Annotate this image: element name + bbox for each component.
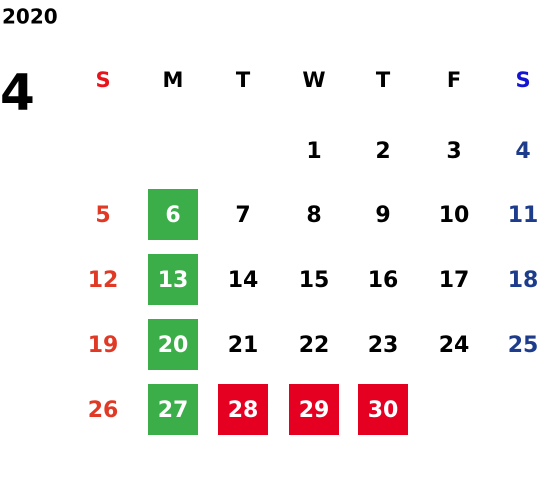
day: 5 <box>95 203 110 228</box>
day: 28 <box>228 398 259 423</box>
day-highlight <box>289 384 339 435</box>
year: 2020 <box>2 5 58 29</box>
day: 10 <box>439 203 470 228</box>
month: 4 <box>0 64 35 122</box>
day: 3 <box>446 139 461 164</box>
weekday-label: T <box>376 68 391 92</box>
day-highlight <box>148 384 198 435</box>
day: 25 <box>508 333 539 358</box>
day: 8 <box>306 203 321 228</box>
day: 12 <box>88 268 119 293</box>
weekday-label: W <box>302 68 325 92</box>
day: 29 <box>299 398 330 423</box>
day: 21 <box>228 333 259 358</box>
weekday-label: M <box>163 68 184 92</box>
weekday-label: S <box>95 68 110 92</box>
day: 9 <box>375 203 390 228</box>
weekday-label: S <box>515 68 530 92</box>
day-highlight <box>218 384 268 435</box>
weekday-label: T <box>236 68 251 92</box>
day: 30 <box>368 398 399 423</box>
day: 18 <box>508 268 539 293</box>
day: 17 <box>439 268 470 293</box>
day: 20 <box>158 333 189 358</box>
day: 24 <box>439 333 470 358</box>
day: 6 <box>165 203 180 228</box>
day: 22 <box>299 333 330 358</box>
day: 2 <box>375 139 390 164</box>
day: 27 <box>158 398 189 423</box>
day-highlight <box>148 189 198 240</box>
day: 16 <box>368 268 399 293</box>
day: 26 <box>88 398 119 423</box>
day-highlight <box>358 384 408 435</box>
day: 23 <box>368 333 399 358</box>
day: 11 <box>508 203 539 228</box>
day: 15 <box>299 268 330 293</box>
day: 7 <box>235 203 250 228</box>
day: 14 <box>228 268 259 293</box>
day: 19 <box>88 333 119 358</box>
day: 13 <box>158 268 189 293</box>
weekday-label: F <box>447 68 461 92</box>
day-highlight <box>148 319 198 370</box>
day: 4 <box>515 139 530 164</box>
day: 1 <box>306 139 321 164</box>
day-highlight <box>148 254 198 305</box>
